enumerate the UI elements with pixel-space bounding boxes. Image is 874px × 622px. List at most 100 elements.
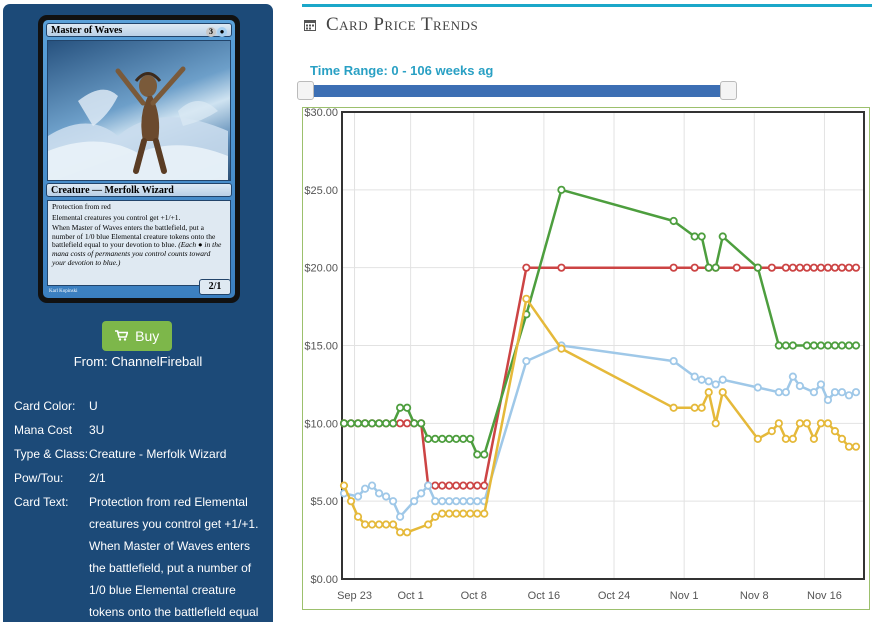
- data-point: [410, 497, 419, 506]
- data-point: [844, 263, 854, 272]
- data-point: [823, 395, 833, 405]
- data-point: [704, 377, 713, 386]
- rules-line: Elemental creatures you control get +1/+…: [52, 212, 181, 222]
- data-point: [711, 380, 720, 389]
- data-point: [851, 388, 861, 397]
- data-point: [473, 509, 482, 518]
- data-point: [557, 344, 566, 353]
- y-tick-label: $10.00: [304, 418, 338, 430]
- slider-handle-start[interactable]: [297, 81, 314, 100]
- detail-key: Mana Cost: [14, 423, 73, 437]
- data-point: [767, 263, 776, 272]
- detail-row-mana-cost: Mana Cost 3U: [14, 421, 269, 439]
- data-point: [374, 419, 384, 428]
- data-point: [459, 481, 468, 490]
- x-tick-label: Nov 16: [807, 590, 842, 602]
- generic-mana-icon: 3: [206, 27, 216, 37]
- data-point: [816, 263, 826, 272]
- detail-key: Card Text:: [14, 495, 69, 509]
- data-point: [431, 434, 440, 443]
- x-tick-label: Oct 16: [528, 590, 560, 602]
- data-point: [339, 419, 349, 428]
- data-point: [788, 263, 797, 272]
- data-point: [360, 484, 370, 493]
- data-point: [403, 419, 412, 428]
- data-point: [459, 497, 468, 506]
- time-range-slider[interactable]: [305, 85, 735, 97]
- data-point: [851, 341, 861, 350]
- data-point: [438, 509, 447, 518]
- data-point: [704, 263, 713, 272]
- data-point: [557, 185, 566, 194]
- data-point: [669, 216, 678, 226]
- y-tick-label: $20.00: [304, 263, 338, 275]
- data-point: [830, 427, 840, 436]
- data-point: [480, 481, 489, 490]
- data-point: [346, 497, 356, 506]
- merfolk-wizard-art: [47, 40, 231, 181]
- data-point: [360, 520, 370, 529]
- data-point: [480, 509, 489, 518]
- data-point: [837, 263, 847, 272]
- x-tick-label: Nov 8: [740, 590, 769, 602]
- data-point: [424, 481, 433, 490]
- data-point: [690, 263, 699, 272]
- data-point: [403, 403, 412, 412]
- data-point: [438, 497, 447, 506]
- slider-handle-end[interactable]: [720, 81, 737, 100]
- data-point: [381, 492, 391, 501]
- data-point: [452, 497, 461, 506]
- detail-row-pow-tou: Pow/Tou: 2/1: [14, 469, 269, 487]
- data-point: [445, 497, 454, 506]
- data-point: [388, 497, 398, 506]
- card-image: Master of Waves 3 ● Creature: [38, 15, 240, 303]
- blue-mana-icon: ●: [217, 27, 227, 37]
- data-point: [781, 388, 790, 397]
- data-point: [781, 341, 790, 350]
- card-mana-cost: 3 ●: [205, 24, 227, 38]
- buy-label: Buy: [135, 328, 160, 344]
- rules-line: Protection from red: [52, 202, 111, 211]
- data-point: [424, 520, 433, 529]
- data-point: [346, 419, 356, 428]
- data-point: [788, 434, 797, 443]
- data-point: [753, 434, 762, 443]
- data-point: [830, 388, 840, 397]
- data-point: [851, 442, 861, 451]
- data-point: [374, 520, 384, 529]
- card-rules-text: Protection from red Elemental creatures …: [47, 200, 231, 286]
- data-point: [396, 403, 405, 412]
- data-point: [445, 509, 454, 518]
- data-point: [774, 341, 783, 350]
- y-tick-label: $0.00: [310, 574, 338, 586]
- data-point: [367, 419, 377, 428]
- x-tick-label: Oct 8: [461, 590, 487, 602]
- data-point: [374, 489, 384, 498]
- price-chart-svg: $0.00 $5.00 $10.00 $15.00 $20.00 $25.00 $30.00…: [304, 108, 865, 602]
- data-point: [809, 263, 819, 272]
- section-title-text: Card Price Trends: [326, 14, 479, 35]
- data-point: [669, 356, 678, 366]
- data-point: [431, 481, 440, 490]
- data-point: [459, 509, 468, 518]
- data-point: [704, 388, 713, 397]
- price-chart: $0.00 $5.00 $10.00 $15.00 $20.00 $25.00 $30.00…: [302, 107, 870, 610]
- data-point: [396, 419, 405, 428]
- detail-row-color: Card Color: U: [14, 397, 269, 415]
- data-point: [690, 403, 699, 412]
- data-point: [816, 380, 826, 389]
- data-point: [480, 450, 489, 459]
- data-point: [788, 372, 797, 381]
- data-point: [753, 263, 762, 272]
- data-point: [473, 450, 482, 459]
- card-artist: Karl Kopinski: [49, 289, 78, 294]
- data-point: [767, 427, 776, 436]
- data-point: [353, 419, 363, 428]
- data-point: [823, 419, 833, 428]
- data-point: [473, 481, 482, 490]
- data-point: [452, 509, 461, 518]
- data-point: [388, 419, 398, 428]
- buy-button[interactable]: Buy: [102, 321, 172, 351]
- data-point: [381, 419, 391, 428]
- detail-value: Protection from red Elemental creatures …: [89, 495, 259, 619]
